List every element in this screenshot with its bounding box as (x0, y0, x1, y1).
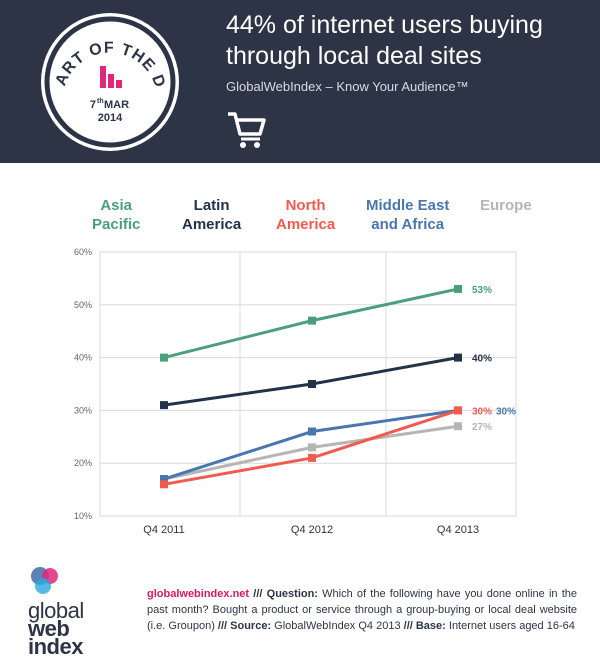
y-tick-label: 10% (74, 511, 92, 521)
y-tick-label: 50% (74, 300, 92, 310)
subtitle: GlobalWebIndex – Know Your Audience™ (226, 79, 469, 94)
logo-word-index: index (28, 634, 83, 659)
data-label: 30% (472, 406, 492, 417)
question-text: Which of the following have you done onl… (147, 588, 577, 632)
data-point (160, 401, 168, 410)
chart-of-the-day-badge: CHART OF THE DAY 7 th MAR 2014 (40, 12, 179, 151)
x-tick-label: Q4 2013 (437, 524, 479, 536)
shopping-cart-icon (228, 112, 266, 148)
header-banner: CHART OF THE DAY 7 th MAR 2014 44% of in… (0, 0, 600, 163)
legend-europe: Europe (480, 197, 532, 214)
legend-north-america: North America (276, 197, 336, 233)
data-point (308, 316, 316, 325)
data-label: 27% (472, 422, 492, 433)
badge-day: 7 (90, 99, 96, 111)
data-label: 40% (472, 354, 492, 365)
data-point (308, 427, 316, 436)
base-label: Base: (415, 620, 446, 632)
chart-title: 44% of internet users buying through loc… (226, 10, 586, 72)
data-point (160, 480, 168, 489)
data-label: 30% (496, 406, 516, 417)
title-line-2: through local deal sites (226, 42, 482, 70)
legend-latin-america: Latin America (182, 197, 242, 233)
legend-asia-pacific: Asia Pacific (92, 197, 141, 233)
logo-word-global: global (28, 598, 84, 623)
x-tick-label: Q4 2012 (291, 524, 333, 536)
data-point (308, 380, 316, 388)
data-point (160, 353, 168, 362)
y-tick-label: 40% (74, 353, 92, 363)
line-chart: 10% 20% 30% 40% 50% 60% Q4 2011 Q4 2012 Q4 2013 5… (74, 247, 517, 536)
site-link[interactable]: globalwebindex.net (147, 588, 250, 600)
base-text: Internet users aged 16-64 (445, 620, 575, 632)
data-point (454, 422, 462, 431)
data-point (454, 406, 462, 415)
data-label: 53% (472, 285, 492, 296)
source-text: GlobalWebIndex Q4 2013 (271, 620, 401, 632)
badge-day-suffix: th (97, 98, 104, 105)
badge-year: 2014 (98, 112, 123, 124)
data-point (454, 284, 462, 293)
legend-middle-east-africa: Middle East and Africa (366, 197, 450, 233)
footnote: globalwebindex.net /// Question: Which o… (147, 588, 577, 632)
globalwebindex-logo (31, 567, 58, 594)
x-tick-label: Q4 2011 (143, 524, 184, 536)
title-line-1: 44% of internet users buying (226, 11, 543, 39)
data-point (160, 475, 168, 484)
data-point (308, 453, 316, 462)
question-label: Question: (266, 588, 318, 600)
badge-month: MAR (104, 99, 129, 111)
y-tick-label: 30% (74, 405, 92, 415)
y-tick-label: 20% (74, 458, 92, 468)
logo-word-web: web (28, 616, 70, 641)
data-point (454, 353, 462, 362)
source-label: Source: (230, 620, 272, 632)
data-point (308, 443, 316, 452)
bar-chart-icon (100, 66, 122, 88)
y-tick-label: 60% (74, 247, 92, 257)
